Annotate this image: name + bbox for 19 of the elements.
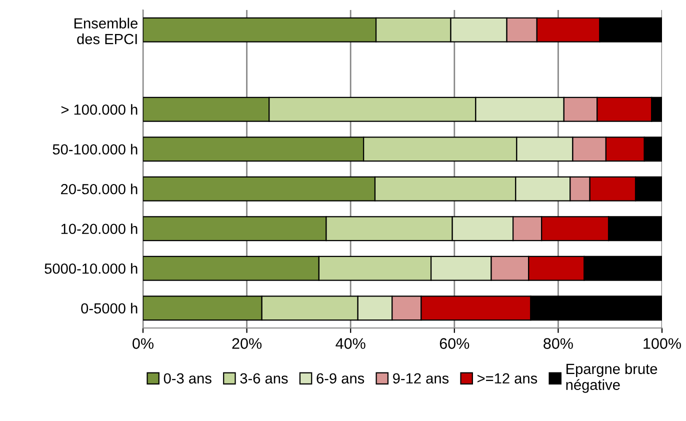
x-tick-label: 80%	[544, 338, 573, 349]
x-tick-label: 60%	[440, 338, 470, 349]
legend-label: Epargne brute négative	[566, 363, 658, 393]
legend-label: 3-6 ans	[240, 373, 288, 384]
legend-label: 6-9 ans	[316, 373, 364, 384]
y-tick-label: > 100.000 h	[61, 104, 138, 115]
y-tick-label: 50-100.000 h	[52, 144, 138, 155]
y-tick-label: 20-50.000 h	[61, 184, 138, 194]
y-tick-label: 0-5000 h	[81, 302, 138, 314]
x-tick-label: 40%	[336, 338, 366, 349]
legend-label: 9-12 ans	[393, 373, 449, 384]
y-tick-label: 10-20.000 h	[61, 223, 138, 234]
y-tick-label: 5000-10.000 h	[44, 263, 138, 274]
x-tick-label: 100%	[644, 338, 681, 349]
x-tick-label: 20%	[232, 338, 262, 349]
legend-label: 0-3 ans	[164, 373, 212, 384]
y-tick-label: Ensemble des EPCI	[74, 18, 138, 44]
legend-label: >=12 ans	[478, 373, 538, 384]
x-tick-label: 0%	[132, 338, 154, 349]
